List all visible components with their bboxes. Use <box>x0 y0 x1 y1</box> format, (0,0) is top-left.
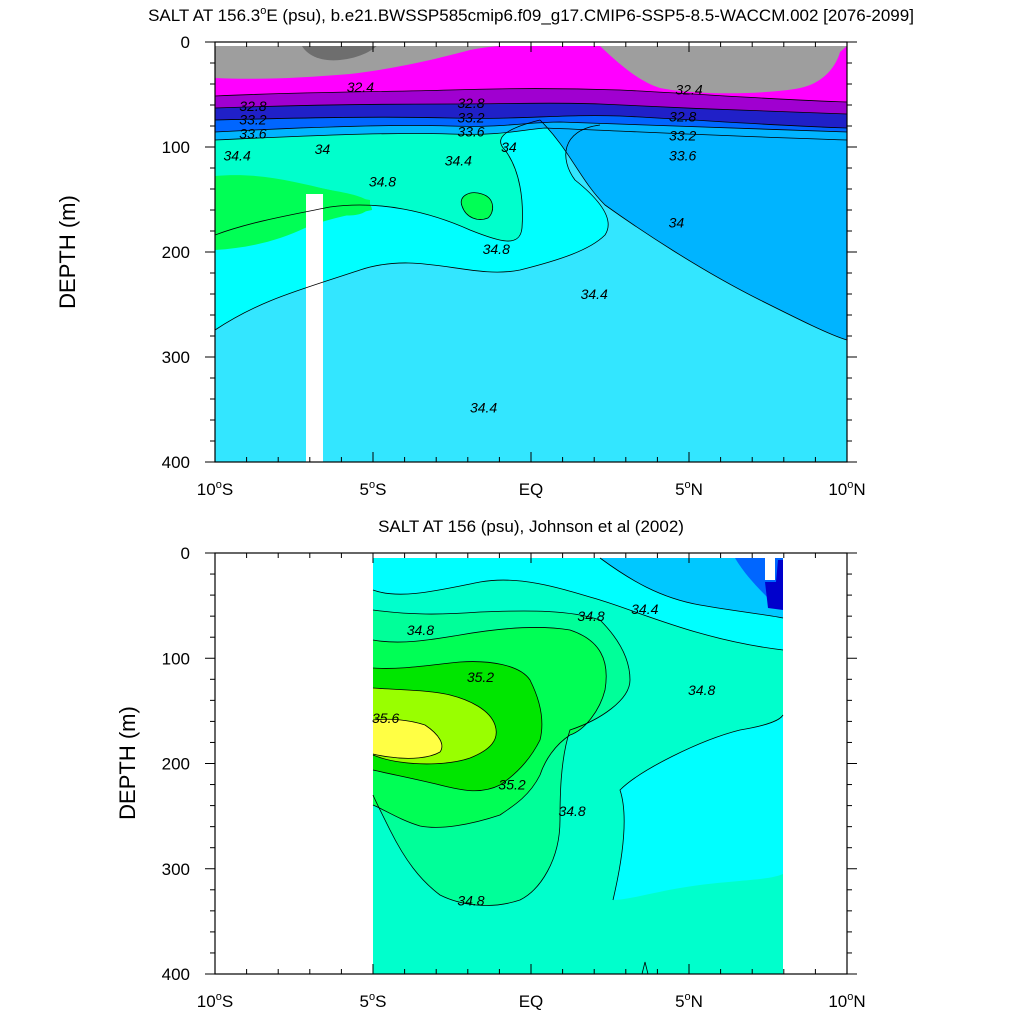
top-y-axis-label: DEPTH (m) <box>55 195 80 309</box>
top-contour-label: 32.8 <box>239 98 266 114</box>
top-contour-line <box>215 121 847 133</box>
top-x-tick-label: 10oN <box>828 479 865 499</box>
bottom-contour-line <box>372 579 784 651</box>
top-y-tick-label: 100 <box>162 138 190 157</box>
top-contour-label: 34.4 <box>223 147 250 163</box>
bottom-x-tick-label: 10oN <box>828 991 865 1011</box>
bottom-missing-nub <box>765 558 775 580</box>
bottom-contour-label: 34.8 <box>688 682 715 698</box>
top-y-tick-label: 400 <box>162 453 190 472</box>
top-contour-line <box>215 102 847 115</box>
top-blob-east <box>461 192 493 220</box>
bottom-ticks <box>205 552 857 975</box>
bottom-contour-line <box>612 714 784 901</box>
top-x-tick-label: 5oS <box>360 479 387 499</box>
top-contour-label: 34.4 <box>470 399 497 415</box>
bottom-x-tick-label: 5oS <box>360 991 387 1011</box>
top-contour-line <box>215 115 847 129</box>
bottom-contour-label: 35.2 <box>498 777 525 793</box>
top-contour-label: 34.8 <box>369 174 396 190</box>
bottom-title: SALT AT 156 (psu), Johnson et al (2002) <box>378 517 684 536</box>
bottom-contour-label: 34.8 <box>558 803 585 819</box>
top-missing-strip <box>306 194 323 462</box>
bottom-x-tick-label: 5oN <box>675 991 703 1011</box>
top-contour-line <box>215 127 847 141</box>
top-contour-label: 33.2 <box>239 112 266 128</box>
bottom-panel: SALT AT 156 (psu), Johnson et al (2002) <box>115 517 866 1011</box>
top-band-34-0-w <box>215 122 847 140</box>
bottom-contour-label: 35.2 <box>467 669 494 685</box>
bottom-contour-line <box>372 627 607 828</box>
bottom-y-axis-label: DEPTH (m) <box>115 706 140 820</box>
top-contour-label: 34 <box>315 141 331 157</box>
top-y-tick-label: 0 <box>181 33 190 52</box>
top-contour-label: 32.8 <box>457 95 484 111</box>
bottom-contour-labels: 34.8 35.2 35.6 35.2 34.8 34.8 34.4 34.8 34.8 <box>372 601 715 909</box>
bottom-contour-label: 34.8 <box>457 892 484 908</box>
bottom-band-34-0 <box>600 558 783 618</box>
top-contour-line <box>539 119 847 341</box>
top-contour-label: 34.4 <box>445 153 472 169</box>
bottom-y-tick-label: 0 <box>181 544 190 563</box>
top-contour-labels: 32.432.833.233.634.4 3434.832.833.233.634… <box>223 79 702 415</box>
bottom-x-tick-label: EQ <box>519 992 544 1011</box>
top-contour-label: 32.4 <box>675 81 702 97</box>
top-contour-label: 33.2 <box>669 127 696 143</box>
top-panel: SALT AT 156.3oE (psu), b.e21.BWSSP585cmi… <box>55 5 914 499</box>
bottom-y-tick-label: 100 <box>162 649 190 668</box>
bottom-band-lowest <box>765 560 783 610</box>
top-contour-label: 34 <box>669 215 685 231</box>
bottom-band-35-8 <box>373 719 442 759</box>
bottom-contour-line <box>372 661 543 792</box>
top-tick-labels: 10oS 5oS EQ 5oN 10oN 0 100 200 300 400 <box>162 33 866 499</box>
bottom-y-tick-label: 400 <box>162 965 190 984</box>
top-band-below-32 <box>300 42 380 61</box>
top-x-tick-label: 5oN <box>675 479 703 499</box>
bottom-contour-line <box>372 718 443 759</box>
top-contour-line <box>460 192 494 220</box>
top-fills <box>215 42 847 462</box>
bottom-y-tick-label: 200 <box>162 755 190 774</box>
top-contour-line <box>215 124 609 331</box>
bottom-contour-label: 34.4 <box>631 601 658 617</box>
top-band-35-0-c <box>215 177 372 250</box>
bottom-contour-line <box>372 609 631 906</box>
top-contour-label: 33.6 <box>457 123 484 139</box>
top-x-tick-label: 10oS <box>197 479 233 499</box>
bottom-contour-line <box>641 961 649 974</box>
top-contour-line <box>215 119 541 242</box>
top-band-lt-32-4 <box>215 42 847 94</box>
bottom-tick-labels: 10oS 5oS EQ 5oN 10oN 0 100 200 300 400 <box>162 544 866 1011</box>
bottom-fills <box>372 557 784 974</box>
top-contour-line <box>215 88 847 103</box>
top-contour-label: 32.4 <box>347 79 374 95</box>
top-contour-label: 34.8 <box>483 241 510 257</box>
top-x-tick-label: EQ <box>519 480 544 499</box>
top-contour-label: 32.8 <box>669 109 696 125</box>
top-contour-label: 33.2 <box>457 110 484 126</box>
bottom-band-34-4 <box>613 715 783 900</box>
top-contour-label: 33.6 <box>239 125 266 141</box>
bottom-x-tick-label: 10oS <box>197 991 233 1011</box>
bottom-y-tick-label: 300 <box>162 860 190 879</box>
bottom-contour-line <box>372 687 497 765</box>
bottom-contour-label: 34.8 <box>577 608 604 624</box>
top-y-tick-label: 200 <box>162 243 190 262</box>
top-contour-label: 34 <box>501 139 517 155</box>
top-y-tick-label: 300 <box>162 348 190 367</box>
bottom-contour-label: 35.6 <box>372 710 399 726</box>
bottom-contour-line <box>599 557 784 619</box>
top-title: SALT AT 156.3oE (psu), b.e21.BWSSP585cmi… <box>148 5 914 25</box>
top-contour-label: 33.6 <box>669 147 696 163</box>
top-ticks <box>205 41 857 463</box>
top-contour-label: 34.4 <box>581 286 608 302</box>
bottom-contour-label: 34.8 <box>407 622 434 638</box>
